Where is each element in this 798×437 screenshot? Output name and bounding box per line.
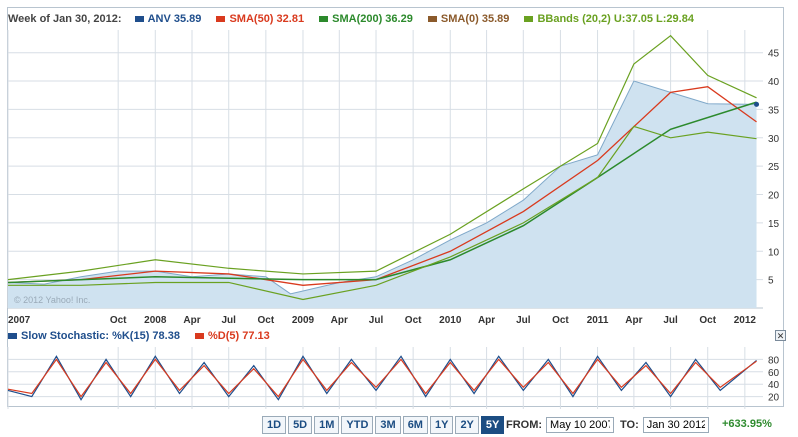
y-tick-25: 25 xyxy=(768,162,780,173)
legend-sma200: SMA(200) 36.29 xyxy=(319,13,413,25)
last-price-marker xyxy=(754,101,760,107)
range-3m[interactable]: 3M xyxy=(375,416,401,434)
legend-label-sma0: SMA(0) 35.89 xyxy=(440,13,510,25)
x-tick-14: 2011 xyxy=(587,315,609,326)
legend-swatch-bbands xyxy=(524,16,534,23)
legend-swatch-sma200 xyxy=(319,16,329,23)
price-lines xyxy=(7,34,760,301)
legend-label-stoch-k: Slow Stochastic: %K(15) 78.38 xyxy=(21,330,180,342)
legend-swatch-anv xyxy=(134,16,144,23)
x-tick-9: Oct xyxy=(405,315,422,326)
y-tick-30: 30 xyxy=(768,134,780,145)
y-tick-10: 10 xyxy=(768,247,780,258)
from-label: FROM: xyxy=(506,419,543,431)
legend-sma50: SMA(50) 32.81 xyxy=(216,13,304,25)
range-ytd[interactable]: YTD xyxy=(341,416,374,434)
range-controls: 1D 5D 1M YTD 3M 6M 1Y 2Y 5Y xyxy=(262,415,505,435)
watermark: © 2012 Yahoo! Inc. xyxy=(14,295,90,305)
x-tick-15: Apr xyxy=(625,315,642,326)
range-1y[interactable]: 1Y xyxy=(429,416,454,434)
stoch-y-tick-40: 40 xyxy=(768,380,780,391)
stoch-lines xyxy=(7,355,757,401)
stoch-y-tick-80: 80 xyxy=(768,355,780,366)
legend-swatch-stoch-k xyxy=(8,333,17,340)
legend-stoch-d: %D(5) 77.13 xyxy=(195,330,270,342)
x-tick-13: Oct xyxy=(552,315,569,326)
x-tick-3: Apr xyxy=(183,315,200,326)
y-tick-15: 15 xyxy=(768,219,780,230)
legend-week: Week of Jan 30, 2012: xyxy=(8,13,122,25)
x-tick-16: Jul xyxy=(663,315,678,326)
range-5y[interactable]: 5Y xyxy=(480,416,505,434)
series-bb-upper xyxy=(7,34,757,281)
range-6m[interactable]: 6M xyxy=(402,416,428,434)
from-group: FROM: xyxy=(506,415,615,435)
price-area xyxy=(8,81,757,309)
to-group: TO: xyxy=(620,415,709,435)
stoch-legend: Slow Stochastic: %K(15) 78.38 %D(5) 77.1… xyxy=(8,327,282,345)
x-tick-4: Jul xyxy=(222,315,237,326)
range-1m[interactable]: 1M xyxy=(314,416,340,434)
from-date-input[interactable] xyxy=(546,417,615,433)
y-tick-40: 40 xyxy=(768,77,780,88)
x-tick-10: 2010 xyxy=(439,315,462,326)
price-y-ticks: 5 10 15 20 25 30 35 40 45 xyxy=(768,49,780,287)
x-tick-1: Oct xyxy=(110,315,127,326)
price-legend: Week of Jan 30, 2012: ANV 35.89 SMA(50) … xyxy=(8,10,706,28)
y-tick-20: 20 xyxy=(768,191,780,202)
legend-swatch-sma0 xyxy=(427,16,437,23)
series-stoch-d xyxy=(7,358,757,398)
legend-swatch-sma50 xyxy=(216,16,226,23)
x-tick-18: 2012 xyxy=(734,315,757,326)
y-tick-5: 5 xyxy=(768,276,774,287)
price-chart: 5 10 15 20 25 30 35 40 45 © 2012 Yahoo! Inc. xyxy=(7,30,780,309)
range-2y[interactable]: 2Y xyxy=(455,416,479,434)
range-5d[interactable]: 5D xyxy=(288,416,313,434)
x-tick-labels: 2007 Oct 2008 Apr Jul Oct 2009 Apr Jul Oct 2010 Apr… xyxy=(8,315,756,326)
y-tick-35: 35 xyxy=(768,105,780,116)
legend-label-bbands: BBands (20,2) U:37.05 L:29.84 xyxy=(537,13,694,25)
x-tick-7: Apr xyxy=(331,315,348,326)
series-sma200 xyxy=(7,101,757,284)
close-icon[interactable]: ✕ xyxy=(775,330,786,341)
x-tick-17: Oct xyxy=(699,315,716,326)
legend-label-sma200: SMA(200) 36.29 xyxy=(332,13,413,25)
series-bb-lower xyxy=(8,125,757,301)
stoch-y-tick-20: 20 xyxy=(768,393,780,404)
to-label: TO: xyxy=(620,419,639,431)
legend-swatch-stoch-d xyxy=(195,333,205,340)
legend-bbands: BBands (20,2) U:37.05 L:29.84 xyxy=(524,13,694,25)
legend-sma0: SMA(0) 35.89 xyxy=(427,13,510,25)
x-axis: 2007 Oct 2008 Apr Jul Oct 2009 Apr Jul Oct 2010 Apr… xyxy=(8,315,756,326)
series-sma50 xyxy=(7,86,757,286)
range-1d[interactable]: 1D xyxy=(262,416,287,434)
to-date-input[interactable] xyxy=(642,417,709,433)
x-tick-5: Oct xyxy=(258,315,275,326)
series-stoch-k xyxy=(7,355,757,401)
legend-anv: ANV 35.89 xyxy=(134,13,202,25)
legend-label-anv: ANV 35.89 xyxy=(147,13,202,25)
change-percent: +633.95% xyxy=(722,418,772,430)
legend-label-sma50: SMA(50) 32.81 xyxy=(229,13,305,25)
x-tick-12: Jul xyxy=(516,315,531,326)
x-tick-11: Apr xyxy=(478,315,495,326)
x-tick-6: 2009 xyxy=(292,315,315,326)
x-tick-8: Jul xyxy=(369,315,384,326)
stoch-y-tick-60: 60 xyxy=(768,368,780,379)
x-tick-2: 2008 xyxy=(144,315,167,326)
x-tick-0: 2007 xyxy=(8,315,31,326)
legend-stoch-k: Slow Stochastic: %K(15) 78.38 xyxy=(8,330,180,342)
legend-label-stoch-d: %D(5) 77.13 xyxy=(208,330,270,342)
y-tick-45: 45 xyxy=(768,49,780,60)
